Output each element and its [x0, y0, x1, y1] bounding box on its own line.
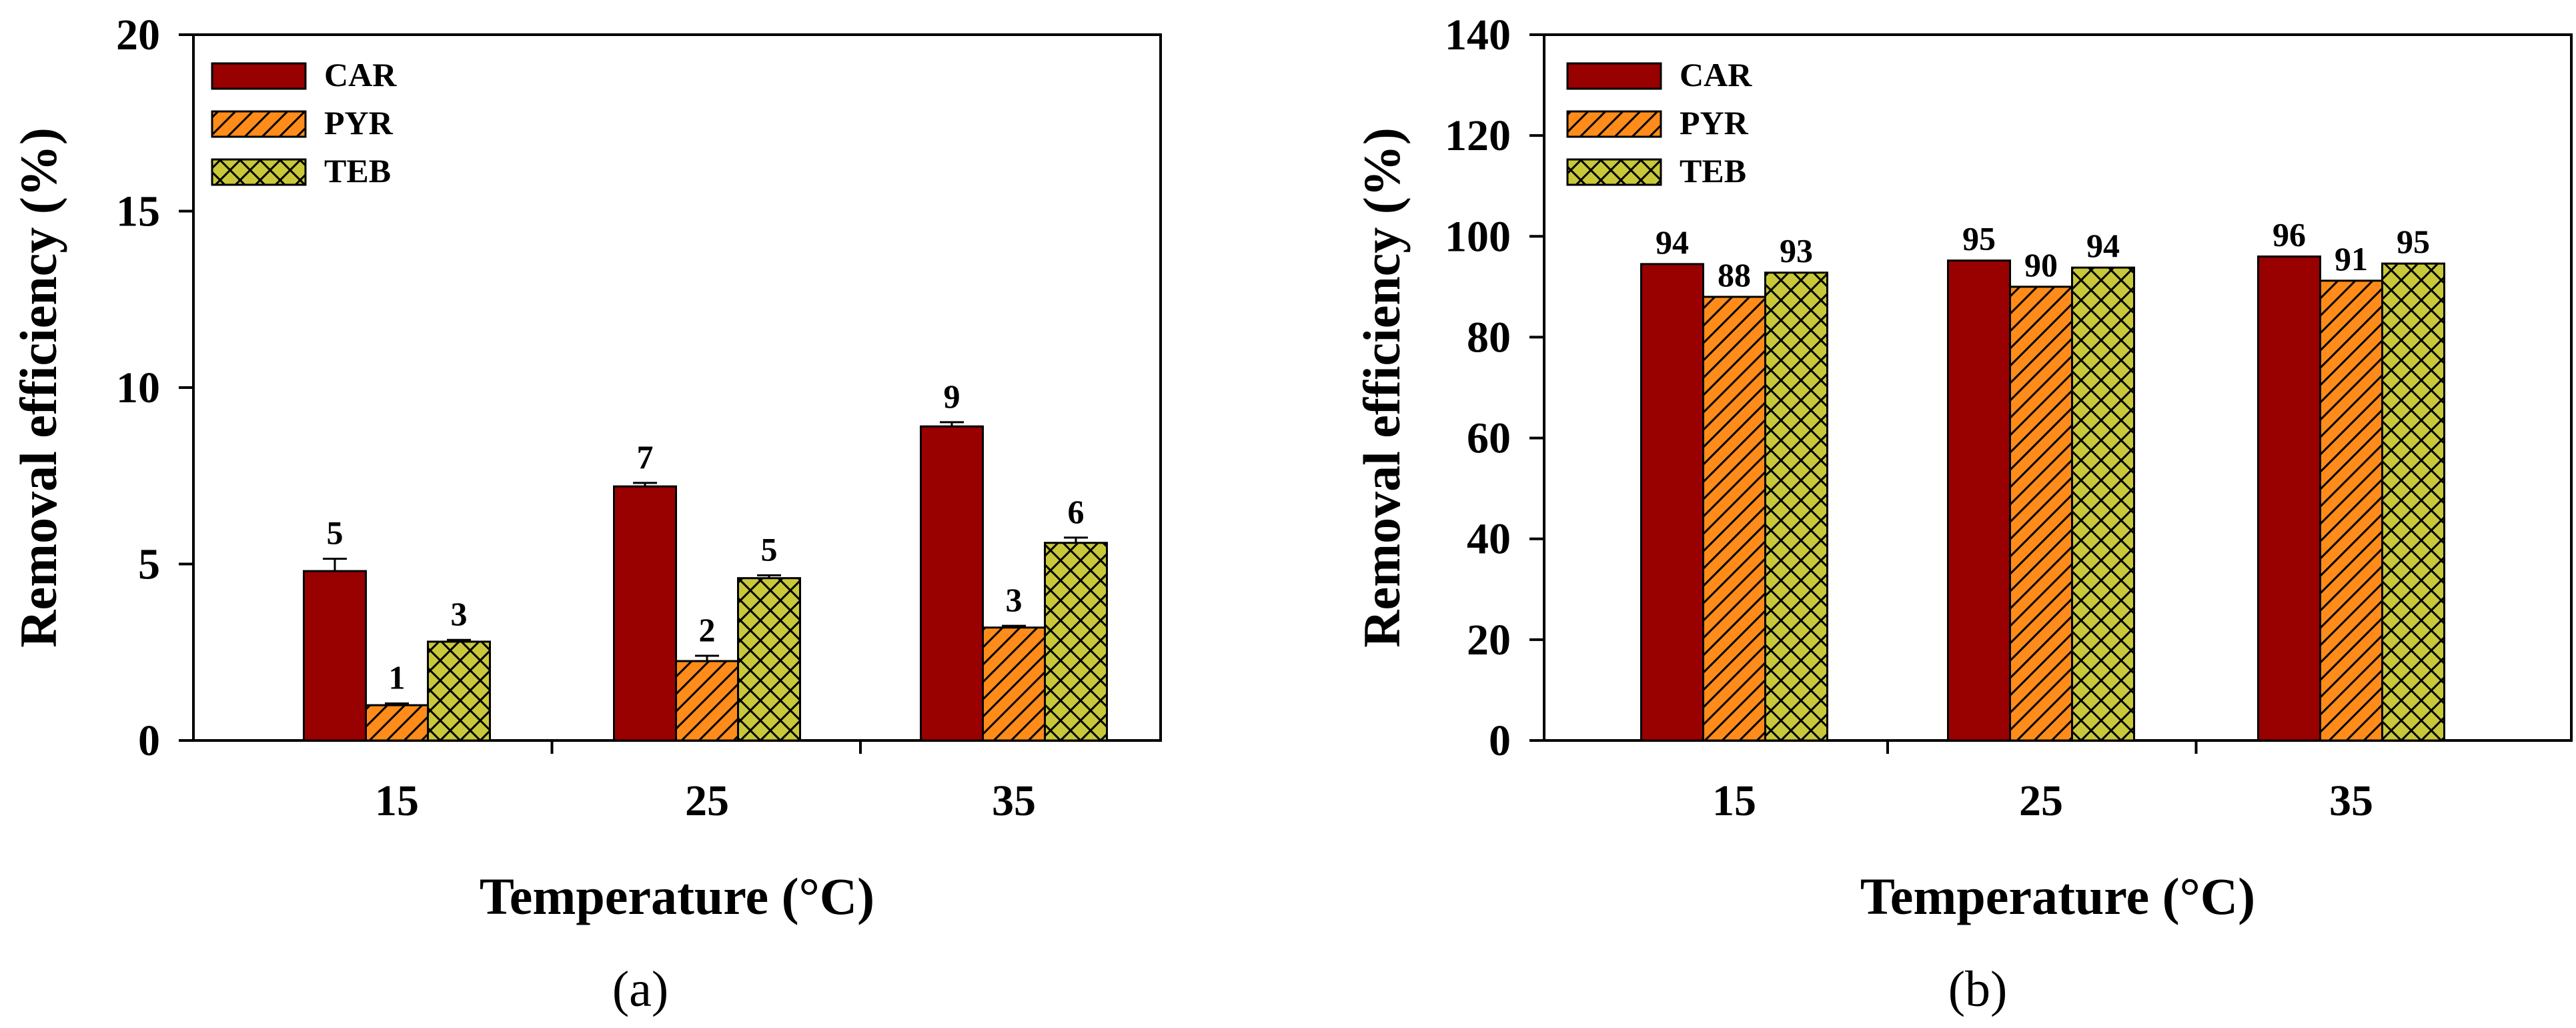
- bar-car-25: [613, 485, 677, 742]
- legend: CAR PYR TEB: [211, 56, 397, 189]
- data-label: 88: [1718, 256, 1751, 294]
- x-axis: 15 25 35: [375, 740, 1036, 825]
- data-label: 5: [761, 530, 778, 568]
- data-label: 7: [637, 438, 654, 476]
- data-labels: 94 95 96 88 90 91 93 94 95: [1656, 216, 2430, 294]
- y-tick-label: 20: [1467, 616, 1511, 664]
- y-tick-label: 40: [1467, 515, 1511, 564]
- legend-label: CAR: [324, 56, 397, 93]
- legend-label: CAR: [1680, 56, 1752, 93]
- bar-car-15: [303, 570, 367, 742]
- x-tick-label: 35: [2329, 777, 2373, 825]
- legend-swatch-teb: [1566, 158, 1662, 186]
- bar-teb-25: [2071, 266, 2135, 742]
- bars: [303, 421, 1108, 742]
- x-axis-title: Temperature (°C): [1860, 867, 2255, 925]
- legend-label: PYR: [1680, 104, 1749, 141]
- legend-swatch-car: [211, 62, 307, 90]
- y-tick-label: 140: [1445, 11, 1511, 59]
- data-label: 93: [1780, 232, 1813, 270]
- data-label: 95: [1962, 220, 1996, 258]
- bar-teb-25: [737, 577, 801, 742]
- data-label: 91: [2335, 240, 2368, 278]
- y-axis-title: Removal efficiency (%): [1353, 127, 1411, 648]
- bars: [1640, 255, 2445, 742]
- x-tick-label: 15: [375, 777, 419, 825]
- y-tick-label: 5: [138, 540, 160, 589]
- data-label: 3: [451, 595, 468, 632]
- y-axis: 0 20 40 60 80 100 120 140: [1445, 11, 1544, 765]
- x-tick-label: 25: [685, 777, 729, 825]
- bar-car-35: [920, 425, 984, 742]
- data-label: 1: [389, 658, 406, 696]
- x-axis: 15 25 35: [1712, 740, 2373, 825]
- bar-teb-35: [1044, 542, 1108, 742]
- data-label: 3: [1006, 581, 1023, 618]
- y-tick-label: 0: [138, 716, 160, 765]
- data-label: 94: [2086, 227, 2120, 264]
- data-labels: 5 7 9 1 2 3 3 5 6: [327, 378, 1085, 696]
- legend-swatch-pyr: [1566, 110, 1662, 138]
- legend-swatch-teb: [211, 158, 307, 186]
- data-label: 9: [944, 378, 960, 415]
- bar-teb-15: [1764, 272, 1828, 742]
- legend: CAR PYR TEB: [1566, 56, 1752, 189]
- x-axis-title: Temperature (°C): [480, 867, 874, 925]
- legend-label: TEB: [324, 152, 391, 189]
- y-tick-label: 15: [116, 187, 160, 236]
- bar-pyr-25: [675, 660, 739, 742]
- data-label: 90: [2024, 246, 2058, 284]
- panel-label-a: (a): [612, 961, 668, 1017]
- bar-teb-35: [2381, 262, 2445, 742]
- legend-swatch-pyr: [211, 110, 307, 138]
- y-tick-label: 100: [1445, 212, 1511, 261]
- data-label: 96: [2273, 216, 2306, 253]
- y-tick-label: 10: [116, 364, 160, 412]
- data-label: 94: [1656, 223, 1689, 261]
- chart-panel-b: 0 20 40 60 80 100 120 140 15 25 35 94 95 96 88 90 91 93…: [1353, 11, 2573, 1017]
- legend-label: TEB: [1680, 152, 1746, 189]
- bar-car-15: [1640, 263, 1704, 742]
- bar-car-35: [2257, 255, 2321, 742]
- bar-pyr-25: [2009, 286, 2073, 742]
- y-tick-label: 0: [1489, 716, 1511, 765]
- y-tick-label: 60: [1467, 414, 1511, 463]
- y-tick-label: 120: [1445, 111, 1511, 160]
- bar-pyr-15: [365, 704, 429, 742]
- x-tick-label: 15: [1712, 777, 1756, 825]
- data-label: 2: [699, 611, 716, 648]
- x-tick-label: 35: [992, 777, 1036, 825]
- legend-label: PYR: [324, 104, 394, 141]
- x-tick-label: 25: [2019, 777, 2063, 825]
- data-label: 6: [1068, 493, 1085, 530]
- data-label: 5: [327, 514, 344, 552]
- y-tick-label: 20: [116, 11, 160, 59]
- bar-pyr-35: [982, 626, 1046, 742]
- y-axis-title: Removal efficiency (%): [9, 127, 67, 648]
- bar-car-25: [1947, 260, 2011, 742]
- legend-swatch-car: [1566, 62, 1662, 90]
- panel-label-b: (b): [1948, 961, 2008, 1017]
- y-tick-label: 80: [1467, 313, 1511, 362]
- y-axis: 0 5 10 15 20: [116, 11, 193, 765]
- bar-teb-15: [427, 640, 491, 742]
- bar-pyr-35: [2319, 280, 2383, 742]
- data-label: 95: [2397, 223, 2430, 260]
- bar-pyr-15: [1702, 296, 1766, 742]
